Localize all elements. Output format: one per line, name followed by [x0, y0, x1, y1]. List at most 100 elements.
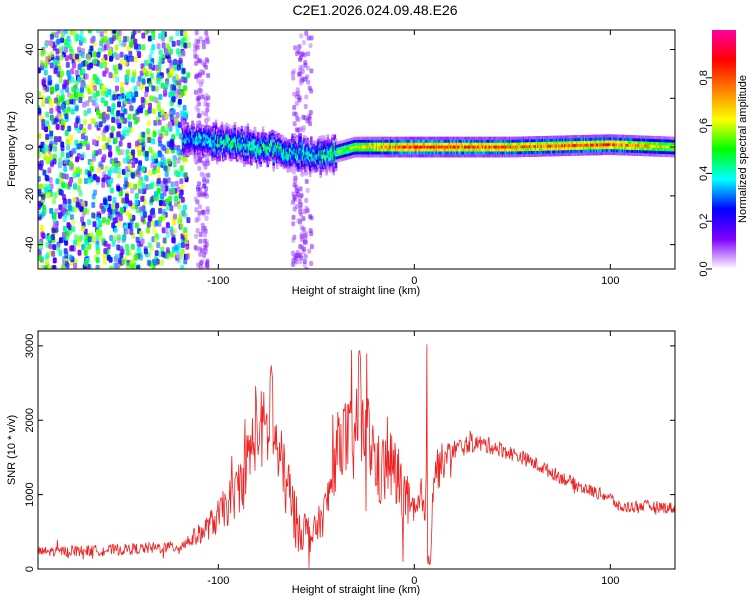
- heatmap-cell: [131, 76, 136, 83]
- heatmap-cell: [176, 149, 181, 156]
- heatmap-cell: [195, 120, 199, 124]
- heatmap-cell: [66, 69, 71, 76]
- heatmap-cell: [182, 204, 187, 211]
- heatmap-cell: [294, 100, 299, 106]
- heatmap-cell: [148, 81, 153, 88]
- heatmap-cell: [81, 225, 86, 232]
- heatmap-cell: [117, 96, 122, 103]
- heatmap-cell: [112, 30, 117, 34]
- heatmap-cell: [180, 41, 185, 48]
- heatmap-cell: [103, 174, 108, 181]
- heatmap-cell: [128, 121, 133, 128]
- heatmap-cell: [66, 35, 71, 42]
- heatmap-cell: [44, 186, 49, 193]
- heatmap-cell: [38, 175, 41, 182]
- heatmap-cell: [292, 121, 297, 127]
- heatmap-cell: [152, 168, 157, 175]
- heatmap-cell: [292, 193, 297, 199]
- heatmap-cell: [126, 92, 131, 99]
- heatmap-cell: [164, 113, 169, 120]
- heatmap-cell: [131, 159, 136, 166]
- heatmap-cell: [102, 70, 107, 77]
- heatmap-cell: [291, 75, 296, 81]
- heatmap-cell: [156, 43, 161, 50]
- heatmap-cell: [167, 56, 172, 63]
- heatmap-cell: [154, 85, 159, 92]
- heatmap-cell: [129, 218, 134, 225]
- heatmap-cell: [80, 82, 85, 89]
- heatmap-cell: [164, 170, 169, 177]
- heatmap-cell: [41, 123, 46, 130]
- heatmap-cell: [150, 208, 155, 215]
- heatmap-cell: [246, 126, 250, 130]
- heatmap-cell: [140, 238, 145, 245]
- heatmap-cell: [82, 101, 87, 108]
- heatmap-cell: [44, 58, 49, 65]
- heatmap-cell: [200, 79, 205, 85]
- heatmap-cell: [158, 75, 163, 82]
- heatmap-cell: [162, 157, 167, 164]
- heatmap-cell: [128, 163, 133, 170]
- heatmap-cell: [175, 30, 180, 37]
- heatmap-cell: [59, 70, 64, 77]
- heatmap-cell: [142, 67, 147, 74]
- heatmap-cell: [56, 105, 61, 112]
- heatmap-cell: [118, 63, 123, 70]
- heatmap-cell: [124, 172, 129, 179]
- heatmap-cell: [181, 120, 186, 127]
- heatmap-cell: [46, 95, 51, 102]
- heatmap-cell: [160, 259, 165, 266]
- heatmap-cell: [161, 214, 166, 221]
- heatmap-cell: [49, 33, 54, 40]
- heatmap-cell: [91, 212, 96, 219]
- heatmap-cell: [140, 102, 145, 109]
- heatmap-cell: [194, 233, 199, 239]
- heatmap-cell: [147, 107, 152, 114]
- heatmap-cell: [204, 111, 209, 117]
- heatmap-cell: [172, 161, 177, 168]
- heatmap-cell: [160, 30, 165, 37]
- heatmap-cell: [253, 126, 257, 130]
- heatmap-cell: [45, 111, 50, 118]
- heatmap-cell: [44, 254, 49, 261]
- heatmap-cell: [325, 172, 328, 176]
- heatmap-cell: [144, 150, 149, 157]
- heatmap-cell: [48, 177, 53, 184]
- heatmap-cell: [272, 162, 275, 166]
- heatmap-cell: [58, 157, 63, 164]
- heatmap-cell: [121, 258, 126, 265]
- heatmap-cell: [41, 193, 46, 200]
- heatmap-cell: [324, 140, 327, 144]
- heatmap-cell: [295, 91, 300, 97]
- heatmap-cell: [146, 259, 151, 266]
- heatmap-cell: [49, 153, 54, 160]
- heatmap-cell: [196, 78, 201, 84]
- heatmap-cell: [78, 97, 83, 104]
- heatmap-cell: [215, 158, 219, 162]
- heatmap-cell: [136, 106, 141, 113]
- heatmap-cell: [171, 237, 176, 244]
- heatmap-cell: [239, 156, 243, 160]
- heatmap-cell: [73, 182, 78, 189]
- heatmap-cell: [170, 181, 175, 188]
- heatmap-cell: [142, 187, 147, 194]
- heatmap-cell: [100, 97, 105, 104]
- heatmap-cell: [158, 207, 163, 214]
- heatmap-cell: [111, 222, 116, 229]
- heatmap-cell: [301, 40, 306, 46]
- heatmap-cell: [38, 107, 42, 114]
- heatmap-cell: [120, 82, 125, 89]
- heatmap-cell: [205, 107, 210, 113]
- heatmap-cell: [215, 155, 219, 159]
- heatmap-cell: [319, 168, 323, 172]
- heatmap-cell: [296, 117, 301, 123]
- heatmap-cell: [160, 82, 165, 89]
- heatmap-cell: [54, 97, 59, 104]
- heatmap-cell: [193, 196, 198, 202]
- heatmap-cell: [142, 210, 147, 217]
- heatmap-cell: [334, 138, 338, 142]
- heatmap-cell: [111, 103, 116, 110]
- heatmap-cell: [109, 187, 114, 194]
- heatmap-cell: [322, 135, 326, 139]
- heatmap-cell: [52, 145, 57, 152]
